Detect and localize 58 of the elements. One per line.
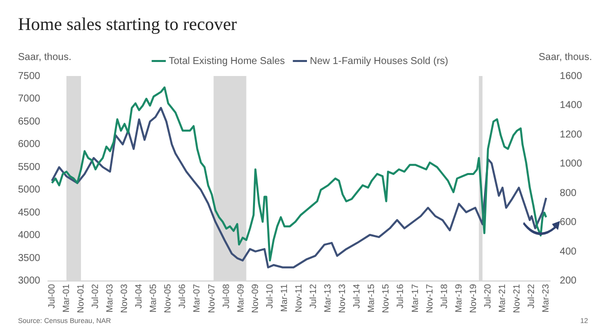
x-tick-label: Jul-10 <box>264 284 274 309</box>
y-tick-label: 4000 <box>18 230 41 242</box>
x-tick-label: Nov-03 <box>119 284 130 314</box>
x-tick-label: Nov-15 <box>380 284 391 314</box>
x-tick-label: Jul-12 <box>308 284 318 309</box>
x-tick-label: Mar-13 <box>322 284 333 313</box>
x-tick-label: Nov-21 <box>512 284 522 314</box>
x-tick-label: Jul-16 <box>395 284 406 309</box>
x-tick-label: Nov-19 <box>468 284 478 314</box>
y-tick-label: 7000 <box>18 94 41 105</box>
x-tick-label: Nov-01 <box>75 284 86 314</box>
y-tick-label: 3500 <box>18 252 41 264</box>
x-tick-label: Mar-17 <box>410 284 420 313</box>
y-axis-title: Saar, thous. <box>18 52 72 63</box>
x-tick-label: Jul-06 <box>177 284 188 309</box>
x-tick-label: Mar-19 <box>453 284 464 313</box>
x-tick-label: Mar-23 <box>540 284 551 313</box>
x-tick-label: Mar-15 <box>366 284 376 313</box>
x-tick-label: Mar-01 <box>60 284 71 313</box>
legend-label: Total Existing Home Sales <box>168 56 285 67</box>
x-tick-label: Nov-13 <box>337 284 348 314</box>
y-tick-label: 6500 <box>18 116 41 128</box>
legend-label: New 1-Family Houses Sold (rs) <box>310 56 448 67</box>
y2-tick-label: 1200 <box>560 129 582 140</box>
y2-tick-label: 1000 <box>560 158 582 170</box>
x-tick-label: Nov-07 <box>206 284 216 314</box>
x-tick-label: Nov-11 <box>293 284 304 312</box>
x-tick-label: Mar-03 <box>104 284 115 313</box>
y-tick-label: 5500 <box>18 162 41 173</box>
y-tick-label: 6000 <box>18 139 41 150</box>
y-tick-label: 7500 <box>18 70 41 82</box>
x-tick-label: Nov-05 <box>162 284 173 314</box>
x-tick-label: Mar-21 <box>496 284 507 313</box>
x-tick-label: Jul-08 <box>220 284 231 309</box>
y-tick-label: 3000 <box>18 276 41 287</box>
x-tick-label: Jul-02 <box>90 284 100 309</box>
x-tick-label: Nov-09 <box>250 284 260 314</box>
x-tick-label: Jul-14 <box>352 284 362 309</box>
y-tick-label: 5000 <box>18 184 41 196</box>
y2-tick-label: 400 <box>560 246 577 258</box>
y2-tick-label: 200 <box>560 276 577 287</box>
y2-tick-label: 1600 <box>560 70 582 82</box>
x-tick-label: Nov-17 <box>424 284 434 314</box>
y2-axis-title: Saar, thous. <box>538 52 592 63</box>
y-tick-label: 4500 <box>18 207 41 218</box>
x-tick-label: Mar-05 <box>148 284 158 313</box>
x-tick-label: Jul-00 <box>46 284 56 309</box>
x-tick-label: Jul-04 <box>134 284 144 309</box>
y2-tick-label: 600 <box>560 217 577 228</box>
chart-title: Home sales starting to recover <box>18 14 237 35</box>
y2-tick-label: 800 <box>560 188 577 199</box>
y2-tick-label: 1400 <box>560 100 582 112</box>
x-tick-label: Mar-11 <box>278 284 289 312</box>
x-tick-label: Jul-20 <box>482 284 492 309</box>
x-tick-label: Jul-22 <box>526 284 536 309</box>
x-tick-label: Mar-07 <box>192 284 202 313</box>
x-tick-label: Jul-18 <box>438 284 449 309</box>
x-tick-label: Mar-09 <box>235 284 246 313</box>
